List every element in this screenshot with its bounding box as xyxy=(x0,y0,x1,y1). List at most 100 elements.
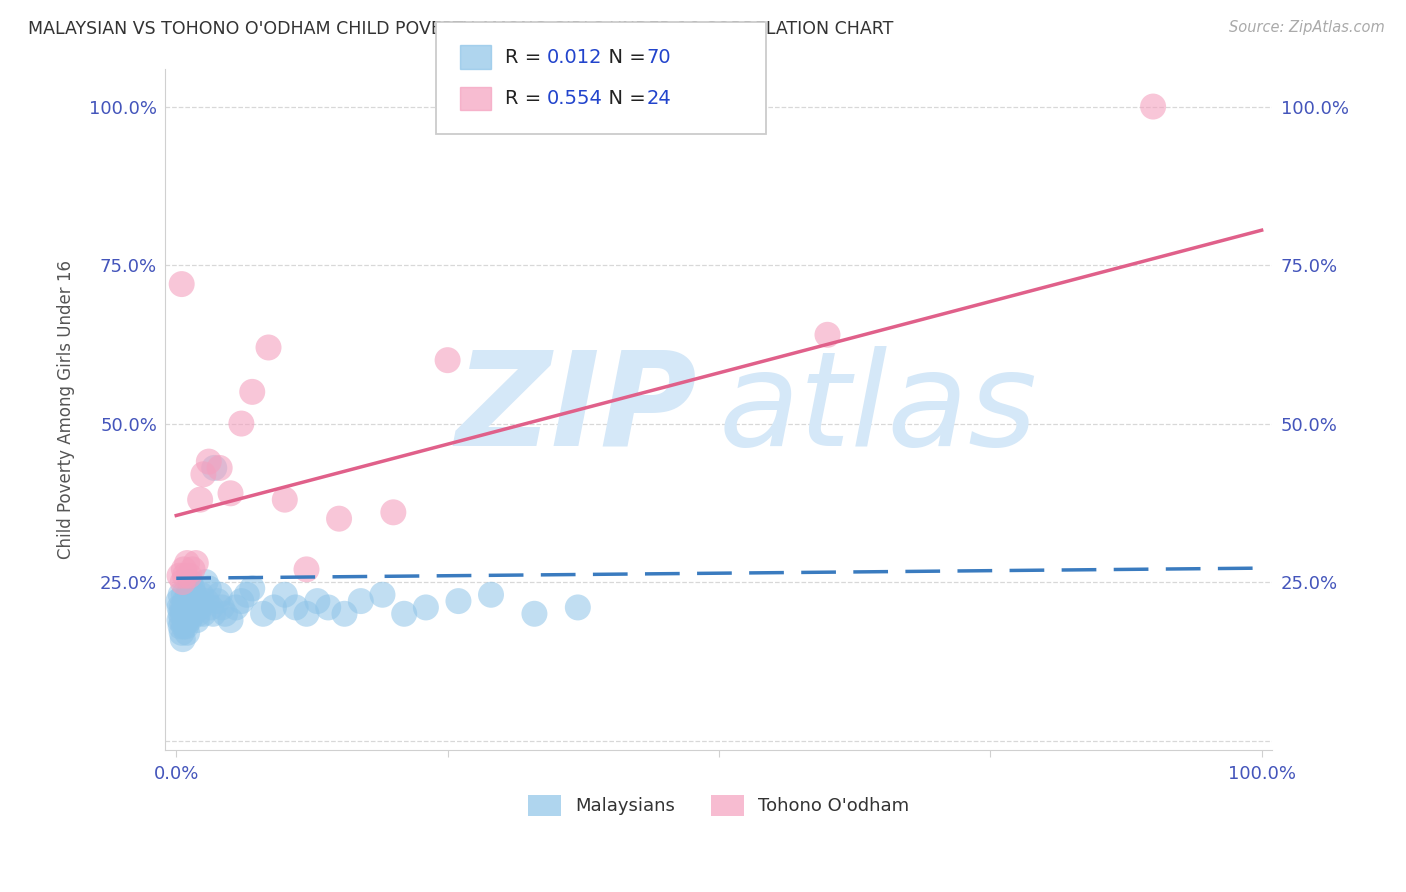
Text: 0.554: 0.554 xyxy=(547,88,603,108)
Text: Source: ZipAtlas.com: Source: ZipAtlas.com xyxy=(1229,20,1385,35)
Point xyxy=(188,600,211,615)
Point xyxy=(183,588,205,602)
Point xyxy=(240,384,263,399)
Point xyxy=(252,607,274,621)
Point xyxy=(179,568,201,582)
Point xyxy=(208,461,231,475)
Point xyxy=(195,594,218,608)
Point xyxy=(173,588,195,602)
Point xyxy=(169,607,191,621)
Point xyxy=(316,600,339,615)
Point xyxy=(170,625,193,640)
Text: 24: 24 xyxy=(647,88,672,108)
Point xyxy=(176,613,198,627)
Point xyxy=(173,562,195,576)
Point xyxy=(179,613,201,627)
Point xyxy=(257,341,280,355)
Point xyxy=(328,511,350,525)
Point xyxy=(382,505,405,519)
Point xyxy=(371,588,394,602)
Point xyxy=(208,588,231,602)
Point xyxy=(184,556,207,570)
Point xyxy=(198,582,221,596)
Point xyxy=(207,594,229,608)
Legend: Malaysians, Tohono O'odham: Malaysians, Tohono O'odham xyxy=(522,788,917,822)
Point xyxy=(415,600,437,615)
Point xyxy=(333,607,356,621)
Point xyxy=(173,619,195,633)
Text: R =: R = xyxy=(505,88,547,108)
Point xyxy=(187,594,209,608)
Point xyxy=(179,600,201,615)
Point xyxy=(231,594,253,608)
Point xyxy=(202,461,225,475)
Point xyxy=(193,467,215,482)
Text: N =: N = xyxy=(596,88,652,108)
Text: 0.012: 0.012 xyxy=(547,47,602,67)
Point xyxy=(523,607,546,621)
Point xyxy=(194,575,217,590)
Point xyxy=(169,619,191,633)
Point xyxy=(174,568,197,582)
Point xyxy=(219,486,242,500)
Point xyxy=(172,575,194,590)
Point xyxy=(174,613,197,627)
Point xyxy=(174,607,197,621)
Text: ZIP: ZIP xyxy=(456,346,697,473)
Point xyxy=(176,625,198,640)
Point xyxy=(436,353,458,368)
Point xyxy=(181,562,204,576)
Text: MALAYSIAN VS TOHONO O'ODHAM CHILD POVERTY AMONG GIRLS UNDER 16 CORRELATION CHART: MALAYSIAN VS TOHONO O'ODHAM CHILD POVERT… xyxy=(28,20,893,37)
Text: R =: R = xyxy=(505,47,547,67)
Point xyxy=(200,600,222,615)
Point xyxy=(817,327,839,342)
Point xyxy=(447,594,470,608)
Point xyxy=(170,613,193,627)
Text: N =: N = xyxy=(596,47,652,67)
Y-axis label: Child Poverty Among Girls Under 16: Child Poverty Among Girls Under 16 xyxy=(58,260,75,558)
Point xyxy=(181,582,204,596)
Point xyxy=(179,594,201,608)
Point xyxy=(181,600,204,615)
Text: atlas: atlas xyxy=(718,346,1038,473)
Point xyxy=(263,600,285,615)
Point xyxy=(174,594,197,608)
Point xyxy=(295,607,318,621)
Point xyxy=(172,607,194,621)
Point xyxy=(188,492,211,507)
Point xyxy=(177,588,200,602)
Point xyxy=(174,619,197,633)
Point xyxy=(184,600,207,615)
Point xyxy=(169,600,191,615)
Point xyxy=(169,588,191,602)
Point xyxy=(225,600,247,615)
Point xyxy=(284,600,307,615)
Point xyxy=(170,277,193,291)
Point xyxy=(183,607,205,621)
Point xyxy=(176,594,198,608)
Point xyxy=(177,607,200,621)
Point xyxy=(479,588,502,602)
Point xyxy=(214,607,236,621)
Point xyxy=(274,588,297,602)
Point xyxy=(173,600,195,615)
Point xyxy=(350,594,373,608)
Point xyxy=(1142,99,1164,113)
Point xyxy=(179,575,201,590)
Point xyxy=(167,594,190,608)
Point xyxy=(231,417,253,431)
Point xyxy=(307,594,329,608)
Point xyxy=(295,562,318,576)
Point xyxy=(190,588,212,602)
Point xyxy=(274,492,297,507)
Point xyxy=(240,582,263,596)
Text: 70: 70 xyxy=(647,47,672,67)
Point xyxy=(170,600,193,615)
Point xyxy=(392,607,415,621)
Point xyxy=(567,600,589,615)
Point xyxy=(176,556,198,570)
Point xyxy=(186,613,208,627)
Point xyxy=(219,613,242,627)
Point xyxy=(172,632,194,647)
Point xyxy=(202,607,225,621)
